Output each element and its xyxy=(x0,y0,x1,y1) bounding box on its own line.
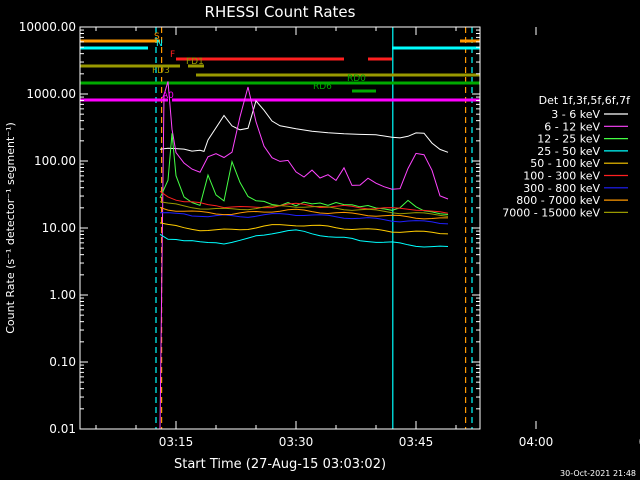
y-tick-label-2: 1.00 xyxy=(49,288,76,302)
legend-label-6: 300 - 800 keV xyxy=(523,182,600,195)
y-tick-label-4: 100.00 xyxy=(34,154,76,168)
legend-label-7: 800 - 7000 keV xyxy=(516,194,600,207)
axes-layer: 0.01 0.10 1.00 10.00 100.00 1000.00 10000.00 03… xyxy=(19,20,640,449)
y-tick-label-1: 0.10 xyxy=(49,355,76,369)
series-line-5 xyxy=(159,190,449,214)
chart-title: RHESSI Count Rates xyxy=(205,3,356,21)
plot-layer: SNF FD1 FD3 RD0 RD6 A0 xyxy=(80,27,480,429)
flag-label-f: F xyxy=(170,50,175,60)
series-line-6 xyxy=(159,212,449,225)
y-tick-label-0: 0.01 xyxy=(49,422,76,436)
x-tick-label-0: 03:15 xyxy=(159,435,194,449)
series-line-2 xyxy=(159,133,449,215)
plot-frame xyxy=(79,26,481,430)
flag-label-rd0: RD0 xyxy=(347,74,366,84)
x-tick-label-1: 03:30 xyxy=(279,435,314,449)
series-line-3 xyxy=(159,229,449,248)
legend-label-1: 6 - 12 keV xyxy=(544,120,600,133)
flag-label-rd6: RD6 xyxy=(313,82,332,92)
series-line-1 xyxy=(159,81,449,429)
legend-label-3: 25 - 50 keV xyxy=(537,145,600,158)
flag-label-a0: A0 xyxy=(162,91,174,101)
timestamp: 30-Oct-2021 21:48 xyxy=(560,469,636,478)
legend-label-4: 50 - 100 keV xyxy=(530,157,600,170)
series-line-7 xyxy=(159,207,448,220)
series-line-8 xyxy=(159,201,449,217)
y-axis-label: Count Rate (s⁻¹ detector⁻¹ segment⁻¹) xyxy=(4,122,17,334)
flag-label-s: S xyxy=(154,32,160,42)
legend-label-5: 100 - 300 keV xyxy=(523,170,600,183)
x-tick-label-4: 04:15 xyxy=(639,435,640,449)
plot-content xyxy=(80,27,480,429)
legend-title: Det 1f,3f,5f,6f,7f xyxy=(539,94,632,107)
flag-label-fd1: FD1 xyxy=(186,57,204,67)
flag-label-fd3: FD3 xyxy=(152,66,170,76)
flag-label-n: N xyxy=(156,39,163,49)
legend-label-2: 12 - 25 keV xyxy=(537,133,600,146)
x-tick-label-2: 03:45 xyxy=(399,435,434,449)
y-tick-label-6: 10000.00 xyxy=(19,20,76,34)
series-line-0 xyxy=(159,99,449,153)
x-axis-label: Start Time (27-Aug-15 03:03:02) xyxy=(174,457,386,472)
legend-label-8: 7000 - 15000 keV xyxy=(502,206,600,219)
legend-label-0: 3 - 6 keV xyxy=(551,108,600,121)
y-tick-label-5: 1000.00 xyxy=(26,87,76,101)
series-line-4 xyxy=(159,222,449,235)
y-tick-label-3: 10.00 xyxy=(42,221,76,235)
x-tick-label-3: 04:00 xyxy=(519,435,554,449)
